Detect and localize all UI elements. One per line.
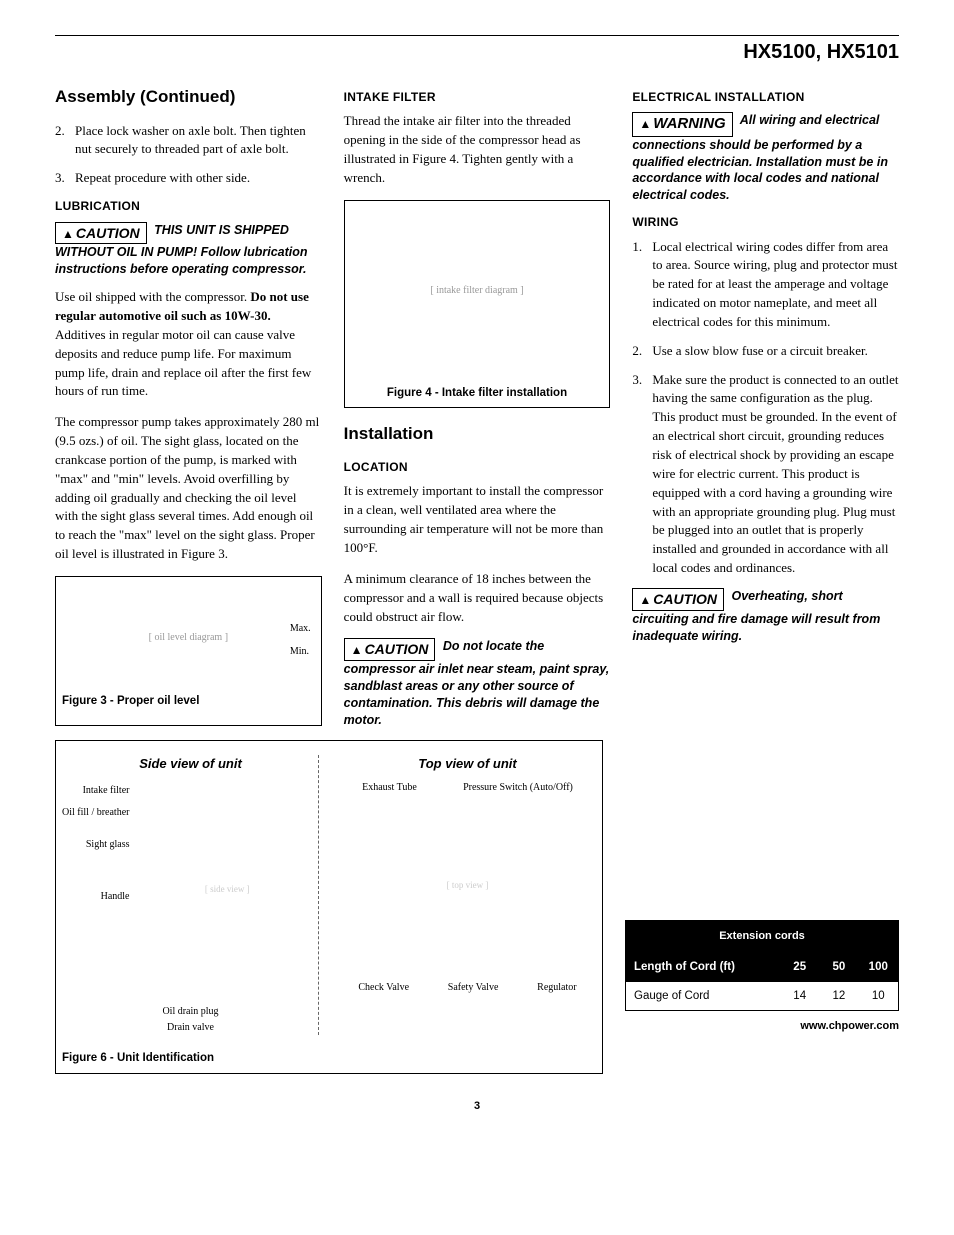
wiring-caution: ▲CAUTION Overheating, short circuiting a… (632, 588, 899, 645)
side-view: Side view of unit Intake filter Oil fill… (62, 755, 319, 1036)
label-intake-filter: Intake filter (62, 780, 129, 802)
lubrication-caution: ▲CAUTION THIS UNIT IS SHIPPED WITHOUT OI… (55, 222, 322, 279)
step-num: 2. (55, 122, 75, 160)
label-handle: Handle (62, 886, 129, 908)
label-safety-valve: Safety Valve (448, 980, 499, 996)
column-2: INTAKE FILTER Thread the intake air filt… (344, 85, 611, 740)
top-view: Top view of unit Exhaust Tube Pressure S… (339, 755, 596, 1036)
side-diagram-placeholder: [ side view ] (135, 780, 319, 1000)
figure-4-box: [ intake filter diagram ] Figure 4 - Int… (344, 200, 611, 409)
cell: 12 (819, 982, 858, 1011)
step-num: 3. (632, 371, 652, 578)
model-number: HX5100, HX5101 (55, 38, 899, 67)
table-col-50: 50 (819, 953, 858, 982)
table-row: Gauge of Cord 14 12 10 (626, 982, 899, 1011)
location-heading: LOCATION (344, 459, 611, 476)
table-col-25: 25 (780, 953, 819, 982)
figure-6-wrapper: Side view of unit Intake filter Oil fill… (55, 740, 603, 1074)
intake-heading: INTAKE FILTER (344, 89, 611, 106)
label-sight-glass: Sight glass (62, 834, 129, 856)
caution-badge: ▲CAUTION (344, 638, 436, 661)
side-bottom-labels: Oil drain plug Drain valve (62, 1004, 319, 1036)
location-paragraph-1: It is extremely important to install the… (344, 482, 611, 557)
step-text: Place lock washer on axle bolt. Then tig… (75, 122, 322, 160)
column-1: Assembly (Continued) 2.Place lock washer… (55, 85, 322, 740)
extension-cords-table: Extension cords Length of Cord (ft) 25 5… (625, 920, 899, 1011)
installation-title: Installation (344, 422, 611, 447)
assembly-steps: 2.Place lock washer on axle bolt. Then t… (55, 122, 322, 189)
extension-cords-section: Extension cords Length of Cord (ft) 25 5… (625, 740, 899, 1074)
footer-url: www.chpower.com (625, 1019, 899, 1035)
diagram-divider (318, 755, 319, 1035)
label-drain-valve: Drain valve (62, 1020, 319, 1036)
step-num: 1. (632, 238, 652, 332)
warning-badge: ▲WARNING (632, 112, 732, 136)
lubrication-paragraph-2: The compressor pump takes approximately … (55, 413, 322, 564)
cell: 14 (780, 982, 819, 1011)
step-text: Repeat procedure with other side. (75, 169, 250, 188)
wiring-steps: 1.Local electrical wiring codes differ f… (632, 238, 899, 578)
figure-3-box: [ oil level diagram ] Max. Min. Figure 3… (55, 576, 322, 726)
warning-icon: ▲ (62, 227, 74, 241)
warning-icon: ▲ (351, 643, 363, 657)
caution-label: CAUTION (365, 641, 429, 657)
electrical-heading: ELECTRICAL INSTALLATION (632, 89, 899, 106)
location-caution: ▲CAUTION Do not locate the compressor ai… (344, 638, 611, 728)
electrical-warning: ▲WARNING All wiring and electrical conne… (632, 112, 899, 204)
figure-4-caption: Figure 4 - Intake filter installation (345, 381, 610, 408)
column-3: ELECTRICAL INSTALLATION ▲WARNING All wir… (632, 85, 899, 740)
label-oil-fill: Oil fill / breather (62, 802, 129, 824)
label-oil-drain: Oil drain plug (62, 1004, 319, 1020)
step-text: Use a slow blow fuse or a circuit breake… (652, 342, 868, 361)
caution-badge: ▲CAUTION (632, 588, 724, 611)
text: Additives in regular motor oil can cause… (55, 327, 311, 399)
top-view-title: Top view of unit (339, 755, 596, 774)
list-item: 1.Local electrical wiring codes differ f… (632, 238, 899, 332)
page-number: 3 (55, 1099, 899, 1115)
table-col-100: 100 (859, 953, 899, 982)
step-num: 2. (632, 342, 652, 361)
step-text: Local electrical wiring codes differ fro… (652, 238, 899, 332)
list-item: 2.Use a slow blow fuse or a circuit brea… (632, 342, 899, 361)
list-item: 3.Repeat procedure with other side. (55, 169, 322, 188)
row-label: Gauge of Cord (626, 982, 781, 1011)
step-text: Make sure the product is connected to an… (652, 371, 899, 578)
text: Use oil shipped with the compressor. (55, 289, 250, 304)
lubrication-heading: LUBRICATION (55, 198, 322, 215)
list-item: 3.Make sure the product is connected to … (632, 371, 899, 578)
table-title: Extension cords (626, 921, 899, 953)
figure-4-placeholder: [ intake filter diagram ] (345, 201, 610, 381)
min-label: Min. (290, 645, 311, 660)
top-bottom-labels: Check Valve Safety Valve Regulator (339, 980, 596, 996)
label-regulator: Regulator (537, 980, 576, 996)
warning-icon: ▲ (639, 117, 651, 131)
cell: 10 (859, 982, 899, 1011)
max-label: Max. (290, 622, 311, 637)
step-num: 3. (55, 169, 75, 188)
location-paragraph-2: A minimum clearance of 18 inches between… (344, 570, 611, 627)
warning-icon: ▲ (639, 593, 651, 607)
top-top-labels: Exhaust Tube Pressure Switch (Auto/Off) (339, 780, 596, 796)
caution-label: CAUTION (76, 225, 140, 241)
wiring-heading: WIRING (632, 214, 899, 231)
list-item: 2.Place lock washer on axle bolt. Then t… (55, 122, 322, 160)
assembly-title: Assembly (Continued) (55, 85, 322, 110)
oil-labels: Max. Min. (290, 622, 311, 667)
top-diagram-placeholder: [ top view ] (339, 796, 596, 976)
lubrication-paragraph-1: Use oil shipped with the compressor. Do … (55, 288, 322, 401)
label-exhaust: Exhaust Tube (362, 780, 417, 796)
caution-badge: ▲CAUTION (55, 222, 147, 245)
figure-6-caption: Figure 6 - Unit Identification (62, 1050, 596, 1067)
label-check-valve: Check Valve (358, 980, 409, 996)
caution-label: CAUTION (653, 591, 717, 607)
figure-3-placeholder: [ oil level diagram ] (62, 583, 315, 693)
header-rule (55, 35, 899, 36)
warning-label: WARNING (653, 115, 726, 132)
side-view-title: Side view of unit (62, 755, 319, 774)
intake-paragraph: Thread the intake air filter into the th… (344, 112, 611, 187)
label-pressure-switch: Pressure Switch (Auto/Off) (463, 780, 573, 796)
side-labels: Intake filter Oil fill / breather Sight … (62, 780, 135, 1000)
table-header-label: Length of Cord (ft) (626, 953, 781, 982)
figure-3-caption: Figure 3 - Proper oil level (62, 693, 315, 710)
